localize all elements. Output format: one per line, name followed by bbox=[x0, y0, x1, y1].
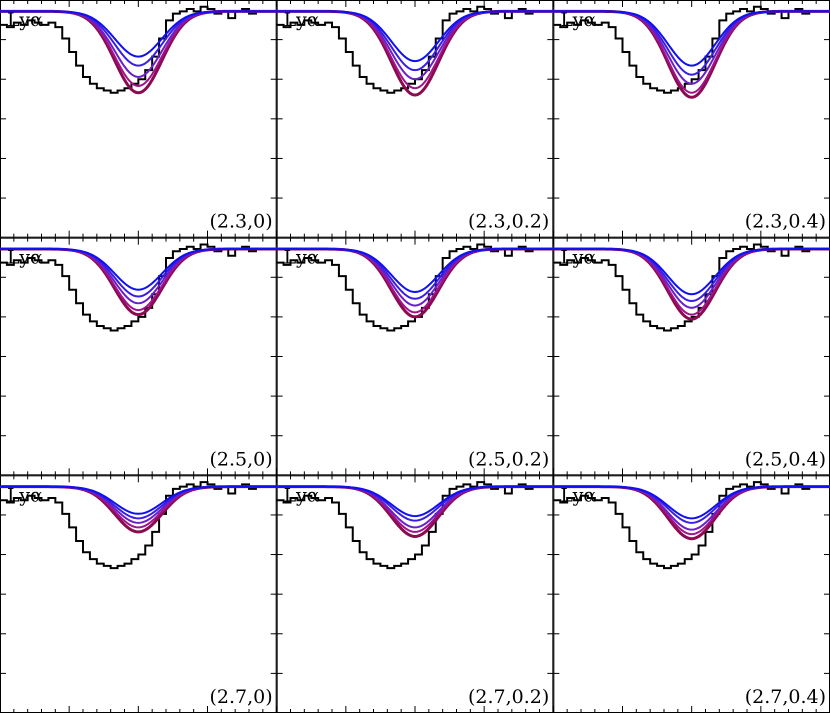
panel-frame bbox=[0, 0, 277, 238]
parameter-label: (2.3,0) bbox=[209, 211, 272, 233]
panel-frame bbox=[553, 237, 830, 476]
panel-2: Lyα (2.3,0.4) bbox=[552, 0, 830, 238]
parameter-label: (2.5,0) bbox=[209, 448, 272, 470]
panel-frame bbox=[276, 475, 554, 713]
panel-frame bbox=[0, 237, 277, 476]
parameter-label: (2.3,0.4) bbox=[745, 211, 826, 233]
panel-0: Lyα (2.3,0) bbox=[0, 0, 278, 238]
parameter-label: (2.5,0.2) bbox=[468, 448, 549, 470]
panel-5: Lyα (2.5,0.4) bbox=[552, 237, 830, 476]
parameter-label: (2.5,0.4) bbox=[745, 448, 826, 470]
model-line-4 bbox=[276, 247, 554, 293]
model-line-4 bbox=[0, 247, 277, 291]
model-line-4 bbox=[553, 10, 830, 67]
model-line-4 bbox=[276, 485, 554, 518]
panel-3: Lyα (2.5,0) bbox=[0, 237, 278, 476]
model-line-4 bbox=[276, 10, 554, 63]
panel-frame bbox=[276, 237, 554, 476]
panel-7: Lyα (2.7,0.2) bbox=[276, 475, 554, 713]
panel-8: Lyα (2.7,0.4) bbox=[552, 475, 830, 713]
species-label: Lyα bbox=[560, 9, 596, 31]
species-label: Lyα bbox=[284, 9, 320, 31]
panel-frame bbox=[0, 475, 277, 713]
species-label: Lyα bbox=[7, 484, 43, 506]
panel-4: Lyα (2.5,0.2) bbox=[276, 237, 554, 476]
species-label: Lyα bbox=[284, 484, 320, 506]
panel-frame bbox=[553, 0, 830, 238]
model-line-4 bbox=[0, 485, 277, 515]
panel-6: Lyα (2.7,0) bbox=[0, 475, 278, 713]
model-line-4 bbox=[0, 10, 277, 58]
parameter-label: (2.7,0) bbox=[209, 686, 272, 708]
panel-1: Lyα (2.3,0.2) bbox=[276, 0, 554, 238]
parameter-label: (2.3,0.2) bbox=[468, 211, 549, 233]
panel-frame bbox=[553, 475, 830, 713]
model-line-4 bbox=[553, 247, 830, 296]
species-label: Lyα bbox=[560, 247, 596, 269]
species-label: Lyα bbox=[7, 247, 43, 269]
panel-frame bbox=[276, 0, 554, 238]
species-label: Lyα bbox=[284, 247, 320, 269]
parameter-label: (2.7,0.4) bbox=[745, 686, 826, 708]
model-line-4 bbox=[553, 485, 830, 520]
parameter-label: (2.7,0.2) bbox=[468, 686, 549, 708]
species-label: Lyα bbox=[7, 9, 43, 31]
species-label: Lyα bbox=[560, 484, 596, 506]
